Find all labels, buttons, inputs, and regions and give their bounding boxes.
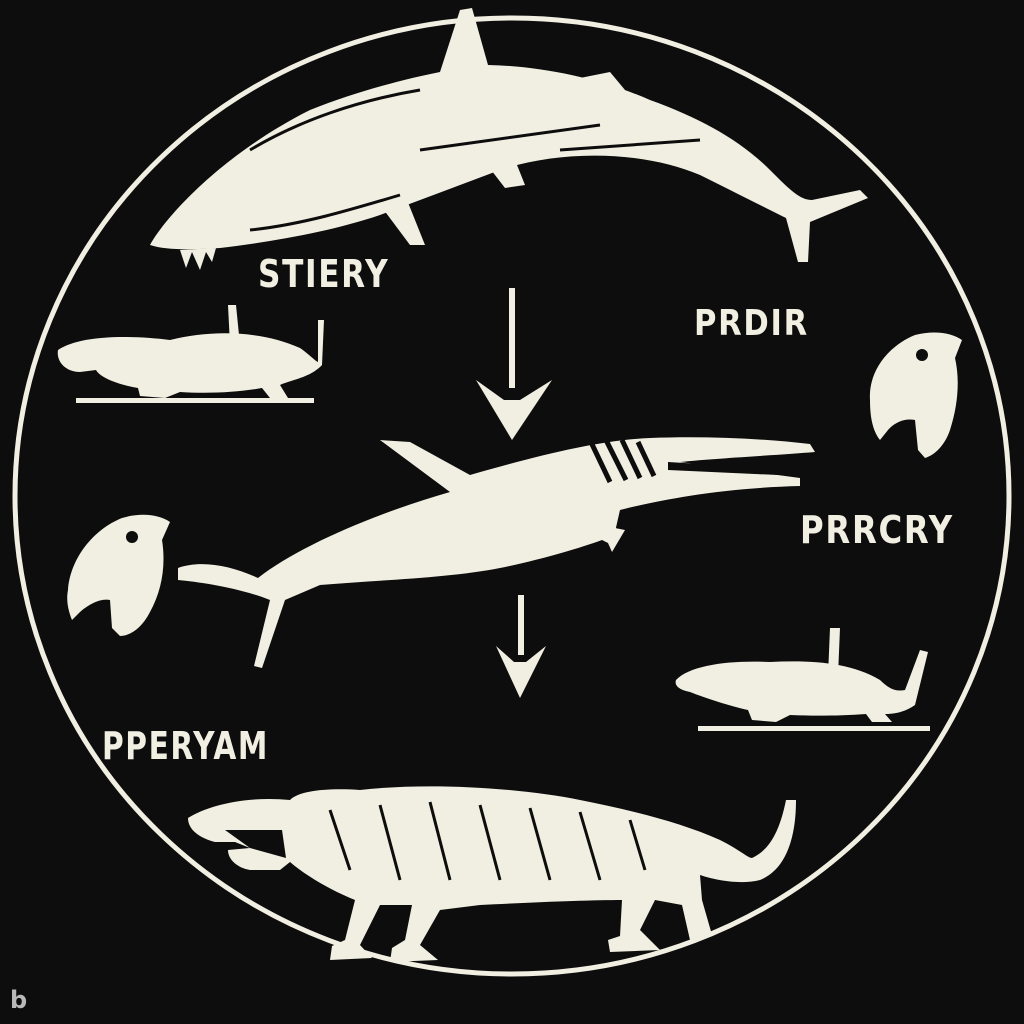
middle-shark-gill-slits — [587, 438, 657, 484]
top-shark-silhouette — [150, 8, 868, 270]
outer-circle — [12, 15, 1012, 977]
upper-right-creature-eye — [916, 349, 928, 361]
middle-shark-teeth — [668, 462, 800, 476]
label-prdir: PRDIR — [694, 303, 809, 344]
label-stiery: STIERY — [258, 252, 390, 296]
upper-left-creature-silhouette — [57, 305, 324, 403]
label-pperyam: PPERYAM — [102, 724, 269, 768]
right-creature-silhouette — [675, 628, 930, 731]
bottom-beast-mouth — [225, 830, 286, 858]
top-shark-stripes — [249, 88, 701, 232]
label-prrcry: PRRCRY — [800, 508, 954, 552]
bottom-beast-silhouette — [188, 786, 796, 962]
middle-shark-silhouette — [178, 437, 815, 668]
bing-logo-icon: b — [10, 986, 28, 1014]
arrow-down-upper — [476, 288, 552, 440]
arrow-down-lower — [496, 595, 546, 698]
bottom-beast-fur-marks — [328, 801, 647, 881]
left-creature-silhouette — [67, 514, 170, 636]
left-creature-eye — [126, 531, 138, 543]
upper-right-creature-silhouette — [869, 332, 962, 458]
